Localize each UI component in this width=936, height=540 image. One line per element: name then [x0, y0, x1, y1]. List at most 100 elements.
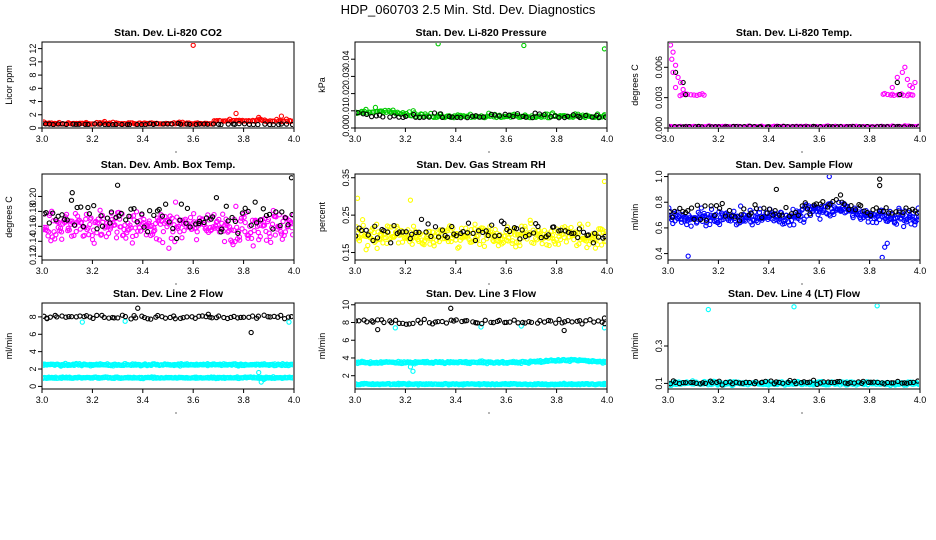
data-point — [253, 220, 260, 226]
data-point — [788, 217, 795, 224]
data-point — [561, 327, 567, 334]
data-point — [83, 216, 89, 222]
data-point — [123, 235, 129, 241]
data-point — [135, 305, 141, 311]
data-point — [773, 379, 779, 385]
x-tick-label: 3.4 — [137, 134, 150, 144]
data-point — [448, 238, 454, 245]
data-point — [90, 315, 96, 322]
x-tick-label: 3.0 — [36, 395, 49, 405]
data-point — [693, 124, 699, 127]
data-point — [556, 115, 562, 121]
data-point — [220, 211, 226, 217]
data-point — [94, 226, 100, 232]
data-point — [847, 124, 853, 127]
y-tick-label: 0.03 — [341, 68, 351, 86]
data-point — [267, 233, 273, 240]
data-point — [162, 201, 169, 207]
data-point — [551, 224, 557, 230]
data-point — [193, 237, 200, 243]
data-point — [836, 378, 843, 385]
data-point — [574, 318, 580, 324]
data-point — [901, 380, 908, 386]
data-point — [837, 124, 844, 127]
data-point — [280, 218, 286, 225]
x-tick-label: 3.8 — [863, 134, 876, 144]
data-point — [523, 114, 529, 120]
data-point — [669, 124, 671, 127]
data-point — [482, 317, 488, 323]
data-point — [880, 208, 886, 215]
data-point — [825, 379, 831, 385]
data-point — [273, 209, 279, 215]
data-point — [506, 228, 513, 235]
data-point — [850, 214, 856, 221]
data-point — [716, 378, 722, 384]
data-point — [139, 211, 145, 217]
x-tick-label: 3.0 — [349, 134, 362, 144]
data-point — [97, 207, 103, 213]
data-point — [68, 314, 75, 320]
data-point — [356, 227, 359, 233]
data-point — [602, 359, 606, 366]
data-point — [708, 206, 715, 212]
data-point — [556, 316, 562, 323]
data-point — [779, 212, 785, 218]
data-point — [409, 231, 415, 237]
data-point — [245, 235, 251, 241]
data-point — [432, 224, 439, 230]
data-point — [238, 314, 244, 321]
data-point — [464, 230, 471, 236]
data-point — [680, 379, 686, 386]
data-point — [904, 76, 911, 83]
y-tick-label: 0.000 — [654, 117, 664, 140]
data-point — [802, 200, 808, 206]
data-point — [713, 203, 720, 209]
data-points — [356, 178, 606, 253]
y-tick-label: 0.3 — [654, 340, 664, 353]
data-point — [170, 229, 176, 235]
data-point — [917, 382, 919, 388]
y-tick-label: 0.003 — [654, 86, 664, 109]
data-point — [865, 379, 872, 385]
data-point — [290, 212, 293, 218]
data-point — [162, 315, 169, 321]
data-point — [54, 314, 60, 320]
data-point — [894, 124, 900, 127]
data-point — [747, 207, 753, 213]
y-tick-label: 0 — [28, 384, 38, 389]
data-point — [86, 232, 92, 238]
data-point — [250, 243, 256, 249]
x-axis-label-mark — [801, 412, 803, 414]
x-tick-label: 3.0 — [662, 266, 675, 276]
data-point — [774, 123, 780, 127]
data-point — [860, 378, 866, 384]
data-point — [492, 112, 498, 118]
data-point — [517, 236, 523, 242]
data-point — [172, 199, 179, 205]
y-axis-label: percent — [317, 201, 327, 232]
data-point — [748, 210, 754, 216]
y-tick-label: 0.04 — [341, 50, 351, 68]
data-point — [129, 240, 136, 246]
y-tick-label: 1.0 — [654, 170, 664, 183]
data-point — [768, 378, 774, 384]
data-point — [203, 215, 210, 221]
data-point — [783, 204, 789, 211]
data-point — [113, 121, 119, 127]
data-point — [801, 216, 807, 222]
data-point — [585, 232, 592, 238]
data-point — [359, 217, 366, 223]
data-point — [83, 211, 90, 218]
data-point — [237, 218, 244, 224]
data-point — [464, 317, 470, 324]
data-point — [576, 226, 583, 232]
data-point — [699, 124, 705, 127]
data-point — [571, 230, 577, 236]
panel-title: Stan. Dev. Amb. Box Temp. — [101, 159, 236, 171]
data-point — [128, 316, 134, 322]
data-point — [680, 124, 686, 127]
data-point — [162, 213, 168, 220]
x-tick-label: 3.2 — [712, 395, 725, 405]
data-point — [119, 312, 126, 318]
